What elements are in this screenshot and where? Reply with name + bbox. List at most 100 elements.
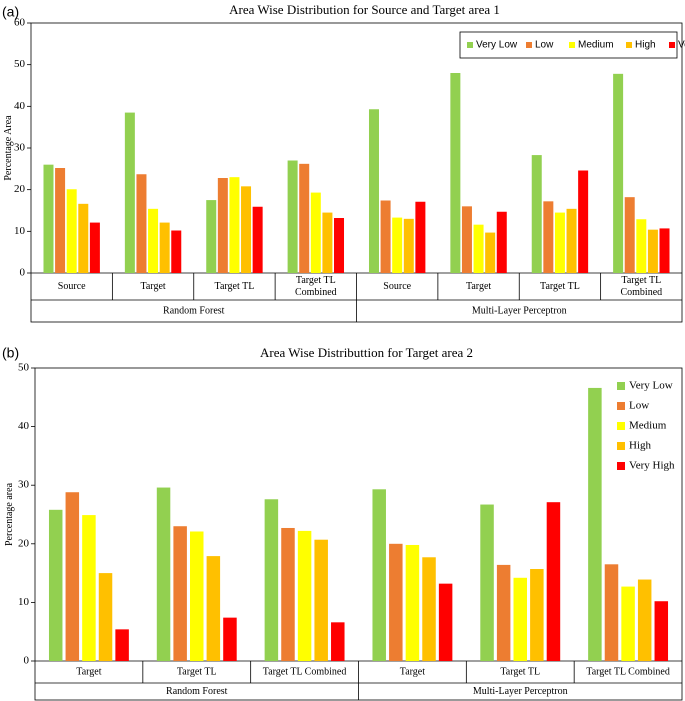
bar-very-high (334, 218, 345, 273)
bar-high (322, 212, 333, 273)
category-label: Combined (620, 287, 662, 298)
bar-medium (405, 544, 420, 661)
legend-swatch (526, 42, 532, 48)
legend-label: High (635, 40, 656, 51)
category-label: Target TL (621, 275, 661, 286)
legend-swatch (669, 42, 675, 48)
bar-medium (190, 531, 204, 661)
panel-label: (b) (2, 345, 19, 361)
bar-very-high (331, 622, 345, 661)
bar-very-low (588, 387, 602, 661)
y-tick-label: 50 (14, 58, 26, 70)
y-tick-label: 60 (14, 17, 26, 29)
bar-low (299, 163, 310, 273)
legend-swatch (617, 382, 625, 390)
bar-very-low (531, 155, 542, 273)
y-axis-label: Percentage Area (3, 115, 14, 181)
bar-low (389, 543, 403, 661)
bar-very-high (578, 170, 589, 273)
bar-medium (513, 577, 527, 661)
bar-high (98, 573, 113, 661)
bar-medium (297, 530, 312, 661)
y-axis-label: Percentage area (4, 482, 15, 546)
plot-frame (34, 367, 683, 701)
category-label: Source (58, 281, 86, 292)
bar-medium (66, 189, 77, 273)
bar-high (78, 203, 89, 273)
category-label: Target (140, 281, 165, 292)
legend-label: Medium (629, 420, 667, 432)
bar-low (217, 178, 228, 273)
legend-box (459, 31, 678, 59)
bar-low (173, 526, 187, 661)
bar-very-high (415, 201, 426, 273)
bar-very-high (438, 583, 453, 661)
bar-high (637, 579, 652, 661)
bar-high (530, 568, 544, 661)
chart-panel-0: (a) Area Wise Distribution for Source and… (2, 2, 685, 323)
panel-label: (a) (2, 4, 19, 20)
category-label: Target TL Combined (263, 666, 347, 677)
bar-high (159, 222, 170, 273)
legend-swatch (617, 442, 625, 450)
category-label: Target (466, 281, 491, 292)
bar-low (496, 564, 511, 661)
bar-medium (473, 224, 484, 273)
bar-medium (392, 217, 403, 273)
category-label: Target (400, 666, 425, 677)
category-label: Combined (295, 287, 337, 298)
group-label: Multi-Layer Perceptron (472, 305, 567, 316)
group-label: Multi-Layer Perceptron (473, 686, 568, 697)
category-label: Target TL (540, 281, 580, 292)
bar-very-low (206, 200, 217, 273)
bar-very-high (171, 230, 182, 273)
bar-very-high (654, 601, 669, 661)
bar-very-high (496, 211, 507, 273)
bar-very-low (264, 499, 279, 661)
chart-title: Area Wise Distribution for Source and Ta… (229, 2, 500, 17)
bar-very-low (48, 509, 63, 661)
y-tick-label: 0 (20, 267, 26, 279)
group-label: Random Forest (163, 305, 225, 316)
legend-swatch (617, 422, 625, 430)
category-label: Target TL (215, 281, 255, 292)
bar-very-low (480, 504, 494, 661)
bar-low (624, 197, 635, 273)
y-tick-label: 50 (18, 362, 30, 374)
bar-high (403, 218, 414, 273)
legend-label: Medium (578, 40, 614, 51)
bar-medium (229, 177, 240, 273)
bar-very-low (450, 73, 461, 273)
bar-low (543, 201, 554, 273)
y-tick-label: 30 (18, 479, 30, 491)
bar-low (461, 206, 472, 273)
category-label: Target (76, 666, 101, 677)
legend-label: Very High (678, 40, 685, 51)
bar-very-high (115, 629, 129, 661)
bar-low (380, 200, 391, 273)
bar-very-low (156, 487, 171, 661)
bar-very-low (372, 489, 386, 661)
legend-label: Low (629, 400, 649, 412)
bar-very-low (613, 73, 624, 273)
bar-low (604, 564, 619, 661)
bar-very-high (252, 206, 263, 273)
y-tick-label: 10 (18, 596, 30, 608)
bar-medium (310, 192, 321, 273)
legend-label: High (629, 440, 652, 452)
bar-high (241, 186, 252, 273)
bar-very-high (223, 617, 237, 661)
bar-low (65, 492, 80, 661)
bar-high (422, 557, 436, 661)
category-label: Target TL (177, 666, 217, 677)
y-tick-label: 30 (14, 142, 26, 154)
group-label: Random Forest (166, 686, 228, 697)
bar-medium (636, 219, 647, 273)
bar-medium (621, 586, 635, 661)
legend-label: Low (535, 40, 554, 51)
bar-low (281, 527, 295, 661)
bar-high (314, 539, 328, 661)
legend-swatch (569, 42, 575, 48)
chart-title: Area Wise Distributtion for Target area … (260, 345, 473, 360)
bar-low (55, 168, 66, 273)
